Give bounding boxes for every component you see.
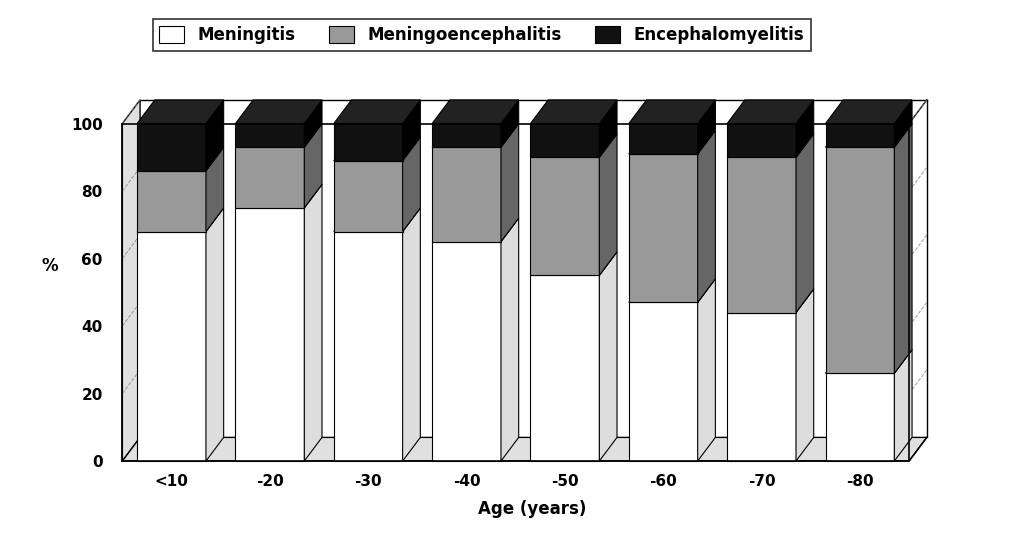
- Bar: [137, 124, 206, 171]
- Polygon shape: [531, 134, 617, 157]
- Polygon shape: [333, 137, 420, 161]
- Polygon shape: [629, 130, 715, 154]
- Polygon shape: [894, 350, 913, 461]
- Bar: [235, 208, 304, 461]
- Polygon shape: [727, 289, 813, 313]
- Bar: [432, 147, 501, 242]
- Polygon shape: [894, 100, 913, 147]
- Polygon shape: [826, 100, 913, 124]
- Polygon shape: [304, 124, 322, 208]
- Polygon shape: [137, 147, 224, 171]
- Bar: [333, 232, 403, 461]
- Polygon shape: [629, 279, 715, 302]
- Bar: [629, 302, 698, 461]
- Bar: [137, 232, 206, 461]
- Bar: [531, 157, 599, 275]
- Bar: [531, 275, 599, 461]
- Bar: [235, 147, 304, 208]
- Polygon shape: [403, 100, 420, 161]
- Polygon shape: [137, 100, 224, 124]
- Polygon shape: [698, 100, 715, 154]
- Bar: [531, 124, 599, 157]
- Bar: [826, 124, 894, 147]
- Polygon shape: [826, 350, 913, 373]
- Bar: [235, 124, 304, 147]
- Polygon shape: [123, 437, 927, 461]
- Polygon shape: [206, 208, 224, 461]
- Bar: [333, 161, 403, 232]
- Bar: [432, 124, 501, 147]
- Bar: [137, 171, 206, 232]
- Polygon shape: [826, 124, 913, 147]
- Polygon shape: [894, 124, 913, 373]
- Polygon shape: [599, 100, 617, 157]
- Bar: [826, 147, 894, 373]
- Polygon shape: [727, 134, 813, 157]
- Polygon shape: [304, 100, 322, 147]
- Polygon shape: [432, 218, 519, 242]
- Polygon shape: [403, 137, 420, 232]
- Polygon shape: [531, 252, 617, 275]
- Polygon shape: [796, 289, 813, 461]
- Polygon shape: [629, 100, 715, 124]
- Polygon shape: [796, 134, 813, 313]
- Polygon shape: [137, 208, 224, 232]
- Polygon shape: [501, 124, 519, 242]
- Polygon shape: [235, 184, 322, 208]
- Bar: [432, 242, 501, 461]
- Polygon shape: [599, 252, 617, 461]
- Polygon shape: [432, 100, 519, 124]
- Bar: [629, 124, 698, 154]
- Polygon shape: [235, 100, 322, 124]
- Polygon shape: [304, 184, 322, 461]
- Polygon shape: [432, 124, 519, 147]
- Polygon shape: [531, 100, 617, 124]
- Bar: [629, 154, 698, 302]
- Polygon shape: [235, 124, 322, 147]
- Polygon shape: [727, 100, 813, 124]
- Y-axis label: %: %: [42, 258, 58, 275]
- Polygon shape: [333, 100, 420, 124]
- Bar: [333, 124, 403, 161]
- Polygon shape: [333, 208, 420, 232]
- Polygon shape: [698, 279, 715, 461]
- Polygon shape: [501, 100, 519, 147]
- Polygon shape: [501, 218, 519, 461]
- Bar: [727, 124, 796, 157]
- Polygon shape: [599, 134, 617, 275]
- Bar: [727, 313, 796, 461]
- Polygon shape: [698, 130, 715, 302]
- Bar: [826, 373, 894, 461]
- Polygon shape: [123, 100, 140, 461]
- X-axis label: Age (years): Age (years): [478, 500, 586, 518]
- Bar: [727, 157, 796, 313]
- Polygon shape: [403, 208, 420, 461]
- Polygon shape: [796, 100, 813, 157]
- Legend: Meningitis, Meningoencephalitis, Encephalomyelitis: Meningitis, Meningoencephalitis, Encepha…: [152, 19, 810, 51]
- Polygon shape: [206, 147, 224, 232]
- Polygon shape: [206, 100, 224, 171]
